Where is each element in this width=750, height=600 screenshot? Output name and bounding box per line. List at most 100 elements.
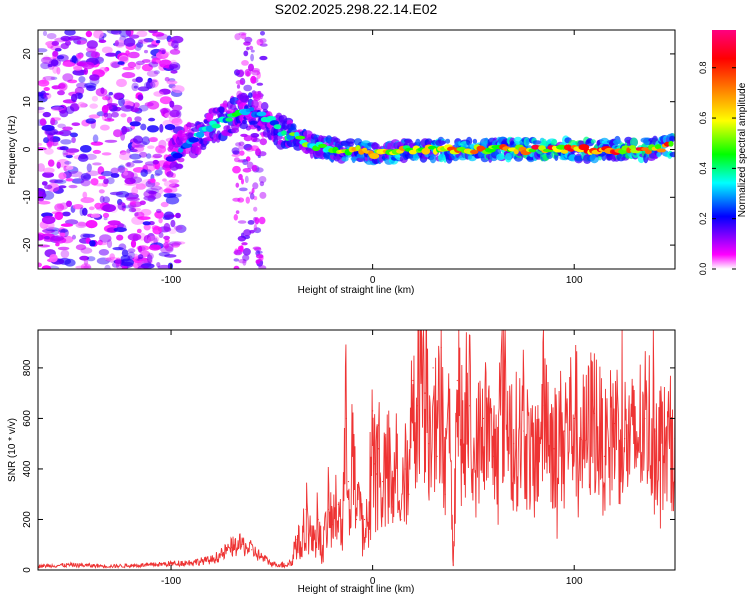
ridge-halo-cell xyxy=(429,153,437,164)
noise-cell xyxy=(62,126,73,131)
noise-cell xyxy=(239,150,245,156)
snr-data-point xyxy=(468,405,470,407)
y-tick-label: -20 xyxy=(22,237,33,252)
ridge-cell xyxy=(513,148,519,155)
noise-cell xyxy=(250,75,257,84)
noise-cell xyxy=(147,44,158,48)
noise-cell xyxy=(235,210,240,215)
noise-cell xyxy=(241,232,245,238)
noise-cell xyxy=(157,264,172,269)
noise-cell xyxy=(113,227,128,233)
noise-cell xyxy=(233,265,240,269)
noise-cell xyxy=(50,117,56,126)
noise-cell xyxy=(164,77,170,82)
noise-cell xyxy=(51,106,64,112)
noise-cell xyxy=(154,169,163,176)
noise-cell xyxy=(38,234,44,241)
noise-cell xyxy=(109,253,115,261)
noise-cell xyxy=(38,79,50,87)
noise-cell xyxy=(147,77,153,83)
noise-cell xyxy=(140,123,147,131)
noise-cell xyxy=(58,129,72,137)
snr-x-ticks: -100 0 100 xyxy=(161,330,583,587)
noise-cell xyxy=(47,140,52,149)
colorbar-tick-label: 0.6 xyxy=(698,112,708,125)
noise-cell xyxy=(56,158,70,168)
noise-cell xyxy=(125,162,135,168)
snr-data-point xyxy=(654,430,656,432)
ridge-halo-cell xyxy=(656,152,661,158)
ridge-halo-cell xyxy=(182,147,191,155)
spectrogram-marks xyxy=(38,30,675,269)
noise-cell xyxy=(62,73,74,82)
ridge-cell xyxy=(211,123,221,129)
noise-cell xyxy=(149,244,161,251)
noise-cell xyxy=(96,242,108,246)
ridge-halo-cell xyxy=(206,112,214,122)
noise-cell xyxy=(155,145,167,154)
ridge-halo-cell xyxy=(574,155,584,162)
noise-cell xyxy=(65,148,80,153)
snr-data-point xyxy=(345,417,348,420)
noise-cell xyxy=(50,76,58,81)
noise-cell xyxy=(238,173,243,181)
snr-data-point xyxy=(378,448,380,450)
ridge-halo-cell xyxy=(248,92,253,99)
ridge-halo-cell xyxy=(445,138,451,144)
noise-cell xyxy=(160,201,169,208)
noise-cell xyxy=(127,248,136,253)
noise-cell xyxy=(136,30,148,37)
snr-data-point xyxy=(367,531,370,533)
ridge-cell xyxy=(654,144,662,150)
colorbar-tick-label: 0.0 xyxy=(698,263,708,276)
noise-cell xyxy=(258,265,267,269)
noise-cell xyxy=(131,186,139,196)
snr-series-line xyxy=(38,330,675,570)
noise-cell xyxy=(127,51,140,59)
noise-cell xyxy=(101,46,113,54)
noise-cell xyxy=(42,76,47,84)
noise-cell xyxy=(127,61,137,68)
noise-cell xyxy=(71,122,81,126)
snr-data-point xyxy=(374,463,376,465)
noise-cell xyxy=(42,171,55,178)
noise-cell xyxy=(163,222,171,232)
noise-cell xyxy=(121,170,135,180)
ridge-cell xyxy=(645,149,652,155)
noise-cell xyxy=(60,223,73,227)
spectrogram-y-label: Frequency (Hz) xyxy=(7,116,18,185)
noise-cell xyxy=(76,53,84,59)
noise-cell xyxy=(166,35,172,43)
noise-cell xyxy=(49,58,62,67)
noise-cell xyxy=(165,196,180,205)
noise-cell xyxy=(82,233,96,238)
snr-data-point xyxy=(492,455,495,457)
noise-cell xyxy=(168,179,180,184)
noise-cell xyxy=(232,197,241,202)
y-tick-label: 0 xyxy=(22,567,33,573)
noise-cell xyxy=(135,76,143,83)
noise-cell xyxy=(104,139,118,143)
snr-data-point xyxy=(448,417,450,420)
snr-data-point xyxy=(305,508,307,510)
noise-cell xyxy=(169,100,175,108)
noise-cell xyxy=(128,207,137,213)
noise-cell xyxy=(76,82,88,89)
noise-cell xyxy=(131,82,139,92)
snr-data-point xyxy=(220,554,223,556)
noise-cell xyxy=(119,56,129,62)
noise-cell xyxy=(164,124,176,131)
noise-cell xyxy=(80,247,93,254)
noise-cell xyxy=(117,61,125,65)
noise-cell xyxy=(137,39,144,45)
noise-cell xyxy=(241,242,248,246)
noise-cell xyxy=(126,116,133,124)
snr-data-point xyxy=(436,455,438,457)
noise-cell xyxy=(253,206,258,212)
ridge-cell xyxy=(188,137,199,143)
noise-cell xyxy=(56,55,65,60)
ridge-halo-cell xyxy=(438,140,446,145)
noise-cell xyxy=(81,61,95,70)
ridge-halo-cell xyxy=(466,136,473,146)
